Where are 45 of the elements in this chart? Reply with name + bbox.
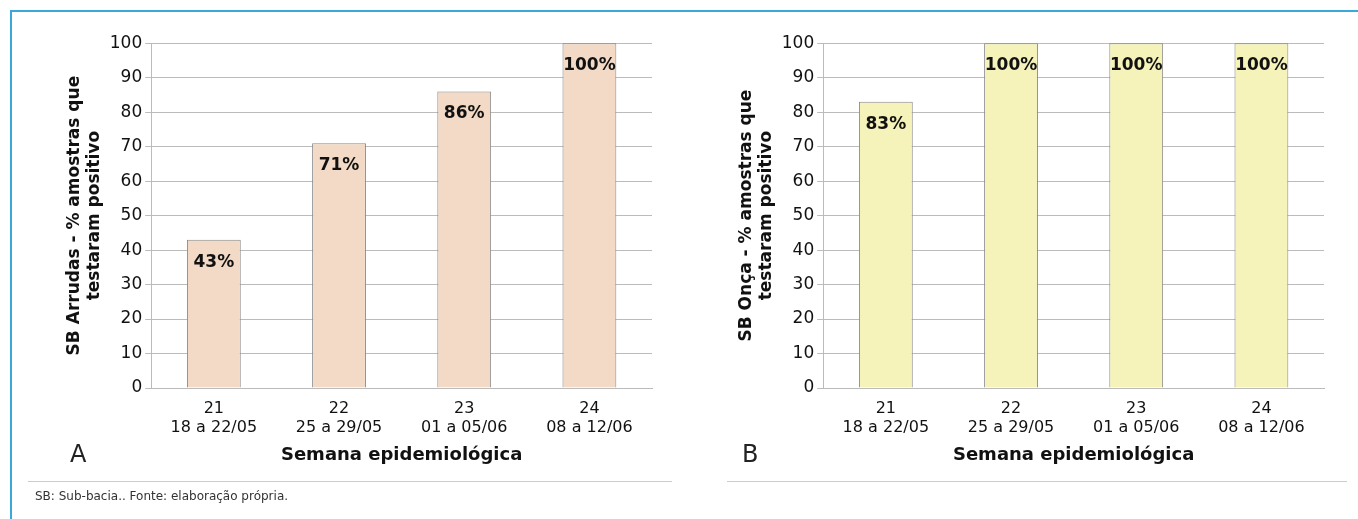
y-tick-label: 100 [109,31,143,52]
y-tick-label: 60 [120,169,143,190]
x-tick-label: 23 01 a 05/06 [420,397,508,436]
y-tick-label: 20 [120,307,143,328]
x-tick-label: 24 08 a 12/06 [546,397,633,436]
text: SB: Sub-bacia.. Fonte: elaboração própria. [35,489,289,503]
y-tick-label: 70 [792,135,815,156]
x-tick-label: 22 25 a 29/05 [295,397,383,436]
y-axis-title: SB Arrudas - % amostras que testaram positivo [62,75,104,356]
x-axis-title: Semana epidemiológica [952,442,1195,464]
text: A [70,440,87,468]
x-tick-label: 24 08 a 12/06 [1218,397,1305,436]
x-axis-title: Semana epidemiológica [280,442,523,464]
y-tick-label: 80 [120,100,143,121]
x-tick-label: 21 18 a 22/05 [170,397,258,436]
data-label: 43% [193,250,235,271]
data-label: 83% [865,112,907,133]
y-tick-label: 40 [120,238,143,259]
y-tick-label: 50 [792,204,815,225]
data-label: 71% [318,154,360,175]
y-tick-label: 90 [792,66,815,87]
x-tick-label: 21 18 a 22/05 [842,397,930,436]
y-tick-label: 20 [792,307,815,328]
y-tick-label: 40 [792,238,815,259]
x-tick-label: 23 01 a 05/06 [1092,397,1180,436]
y-tick-label: 70 [120,135,143,156]
y-tick-label: 30 [120,272,143,293]
y-tick-label: 50 [120,204,143,225]
y-tick-label: 0 [803,376,815,397]
y-tick-label: 90 [120,66,143,87]
data-label: 100% [563,54,616,75]
y-tick-label: 10 [120,341,143,362]
y-tick-label: 30 [792,272,815,293]
y-tick-label: 80 [792,100,815,121]
text: B [742,440,759,468]
y-tick-label: 0 [131,376,143,397]
data-label: 100% [1235,54,1288,75]
data-label: 86% [443,102,485,123]
data-label: 100% [984,54,1038,75]
y-tick-label: 60 [792,169,815,190]
y-tick-label: 100 [781,31,815,52]
data-label: 100% [1109,54,1163,75]
y-tick-label: 10 [792,341,815,362]
y-axis-title: SB Onça - % amostras que testaram positivo [734,89,776,342]
x-tick-label: 22 25 a 29/05 [967,397,1055,436]
